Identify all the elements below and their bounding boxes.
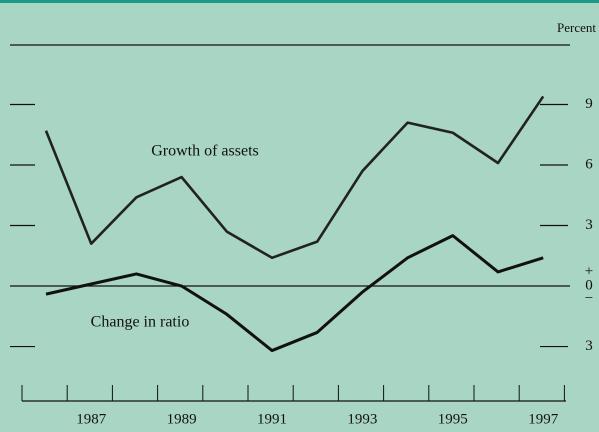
series-line (44, 95, 545, 260)
x-tick-label: 1993 (347, 411, 377, 427)
zero-sign: + (585, 263, 593, 279)
x-tick-label: 1995 (438, 411, 468, 427)
unit-label: Percent (557, 20, 596, 35)
y-tick-label: 3 (585, 338, 593, 354)
x-tick-label: 1991 (257, 411, 287, 427)
y-tick-label: 0 (585, 277, 593, 293)
x-tick-label: 1989 (167, 411, 197, 427)
series-label: Growth of assets (151, 143, 259, 160)
y-tick-label: 9 (585, 96, 593, 112)
y-tick-label: 3 (585, 217, 593, 233)
x-tick-label: 1987 (76, 411, 107, 427)
y-tick-label: 6 (585, 156, 593, 172)
zero-sign: − (585, 290, 593, 306)
series-label: Change in ratio (91, 314, 190, 331)
series-line (45, 234, 544, 353)
top-rule (0, 0, 599, 3)
x-tick-label: 1997 (528, 411, 559, 427)
